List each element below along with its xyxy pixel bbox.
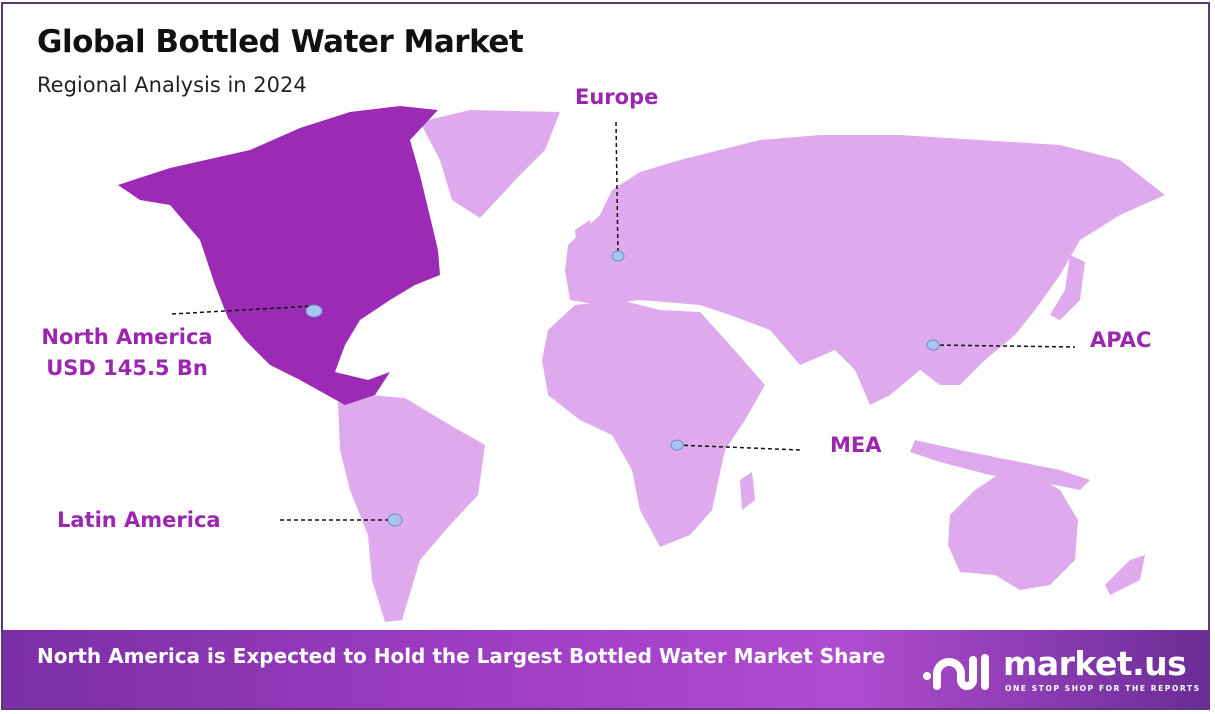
latin-america-marker bbox=[387, 513, 403, 527]
logo-wordmark: market.us bbox=[1003, 644, 1187, 683]
logo-icon bbox=[923, 654, 989, 690]
indonesia bbox=[910, 440, 1090, 490]
logo-tagline: ONE STOP SHOP FOR THE REPORTS bbox=[1005, 684, 1201, 693]
madagascar bbox=[740, 472, 755, 510]
australia bbox=[948, 470, 1078, 590]
north-america-marker bbox=[305, 304, 323, 318]
footer-text: North America is Expected to Hold the La… bbox=[37, 644, 886, 668]
market-us-logo: market.us ONE STOP SHOP FOR THE REPORTS bbox=[923, 644, 1203, 696]
eurasia bbox=[565, 135, 1165, 405]
north-america-leader bbox=[171, 305, 315, 315]
region-value: USD 145.5 Bn bbox=[46, 356, 208, 380]
region-name: North America bbox=[41, 325, 213, 349]
greenland bbox=[420, 110, 560, 218]
apac-leader bbox=[932, 344, 1076, 348]
mea-marker bbox=[670, 439, 684, 451]
apac-marker bbox=[926, 339, 940, 351]
page-title: Global Bottled Water Market bbox=[37, 24, 524, 60]
europe-label: Europe bbox=[575, 85, 659, 109]
apac-label: APAC bbox=[1090, 328, 1152, 352]
europe-marker bbox=[611, 250, 625, 262]
uk bbox=[575, 220, 595, 258]
south-america bbox=[338, 395, 485, 622]
mea-label: MEA bbox=[830, 433, 882, 457]
footer-banner: North America is Expected to Hold the La… bbox=[3, 630, 1210, 708]
page-subtitle: Regional Analysis in 2024 bbox=[37, 73, 307, 97]
new-zealand bbox=[1105, 555, 1145, 595]
europe-leader bbox=[615, 121, 619, 257]
africa bbox=[542, 300, 765, 547]
japan bbox=[1050, 255, 1085, 320]
north-america bbox=[118, 106, 440, 405]
latin-america-label: Latin America bbox=[57, 508, 221, 532]
north-america-label: North America USD 145.5 Bn bbox=[32, 322, 222, 384]
